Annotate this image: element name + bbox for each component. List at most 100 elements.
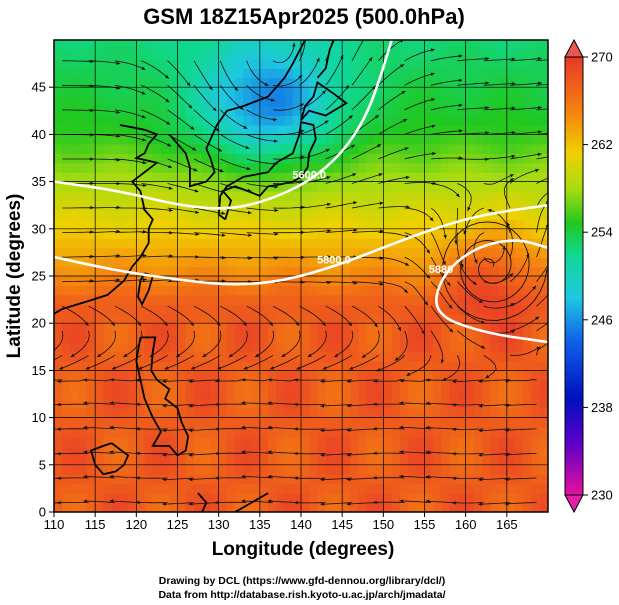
temp-cell [251,332,261,343]
temp-cell [284,40,294,51]
temp-cell [432,342,442,353]
temp-cell [506,238,516,249]
temp-cell [292,40,302,51]
temp-cell [449,332,459,343]
streamline-arrowhead [538,57,542,61]
temp-cell [424,370,434,381]
temp-cell [202,332,212,343]
temp-cell [226,209,236,220]
temp-cell [515,285,524,296]
temp-cell [317,360,327,371]
temp-cell [440,87,450,98]
temp-cell [268,398,277,409]
temp-cell [243,257,253,268]
temp-cell [539,304,548,315]
streamline [299,305,326,327]
temp-cell [218,370,228,381]
temp-cell [391,474,401,485]
temp-cell [424,181,434,192]
temp-cell [185,294,195,305]
temp-cell [325,417,335,428]
temp-cell [251,389,261,400]
temp-cell [416,360,426,371]
temp-cell [226,342,236,353]
temp-cell [152,87,162,98]
temp-cell [235,417,244,428]
temp-cell [218,257,228,268]
temp-cell [523,464,533,475]
temp-cell [498,417,508,428]
temp-cell [482,455,491,466]
temp-cell [391,351,401,362]
temp-cell [259,436,269,447]
temp-cell [490,304,500,315]
temp-cell [350,455,360,466]
temp-cell [202,445,212,456]
temp-cell [169,294,179,305]
temp-cell [531,266,541,277]
temp-cell [490,209,500,220]
temp-cell [226,474,236,485]
temp-cell [440,228,450,239]
temp-cell [152,398,162,409]
streamline [536,177,548,184]
temp-cell [531,209,541,220]
temp-cell [531,474,541,485]
temp-cell [473,40,483,51]
streamline-arrowhead [116,61,121,65]
temp-cell [276,58,286,69]
temp-cell [268,323,277,334]
temp-cell [70,77,80,88]
temp-cell [473,445,483,456]
streamline-arrowhead [455,193,460,198]
temp-cell [350,285,360,296]
temp-cell [301,464,310,475]
temp-cell [449,474,459,485]
temp-cell [515,445,524,456]
streamline [62,231,94,233]
temp-cell [383,313,393,324]
temp-cell [111,219,121,230]
temp-cell [177,219,187,230]
temp-cell [292,247,302,258]
temp-cell [292,483,302,494]
temp-cell [268,77,277,88]
streamline-arrowhead [56,402,61,407]
temp-cell [119,436,129,447]
temp-cell [210,493,220,504]
temp-cell [432,455,442,466]
temp-cell [358,493,368,504]
streamline [141,279,173,283]
streamline [141,207,173,211]
temp-cell [86,247,96,258]
temp-cell [342,351,351,362]
y-tick-label: 45 [32,80,46,95]
temp-cell [309,181,319,192]
temp-cell [375,332,384,343]
temp-cell [301,445,310,456]
temp-cell [169,408,179,419]
temp-cell [482,191,491,202]
temp-cell [440,209,450,220]
temp-cell [169,417,179,428]
streamline [320,379,353,382]
streamline-arrowhead [535,168,540,173]
temp-cell [103,134,113,145]
temp-cell [62,436,72,447]
temp-cell [292,436,302,447]
temp-cell [284,96,294,107]
streamline-arrowhead [162,453,166,457]
temp-cell [440,332,450,343]
temp-cell [399,124,409,135]
temp-cell [276,342,286,353]
temp-cell [268,96,277,107]
temp-cell [268,502,277,512]
temp-cell [152,493,162,504]
temp-cell [251,276,261,287]
temp-cell [301,162,310,173]
streamline [114,60,146,71]
temp-cell [144,464,154,475]
temp-cell [482,172,491,183]
temp-cell [498,351,508,362]
temp-cell [202,238,212,249]
